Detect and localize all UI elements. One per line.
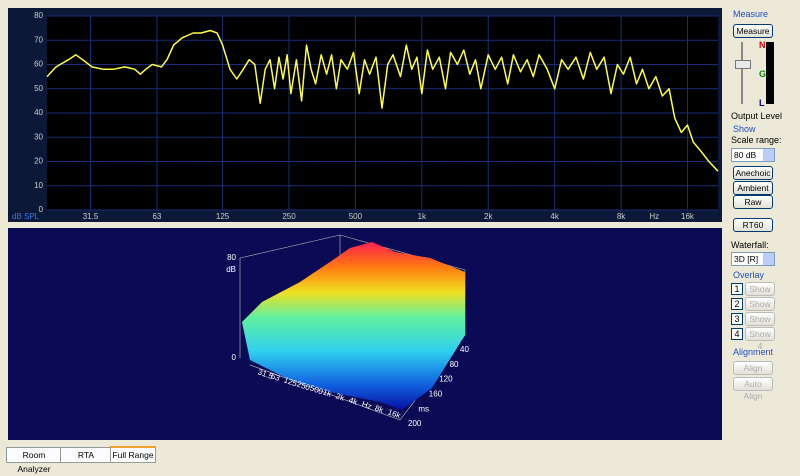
y-tick-label: 60 bbox=[34, 60, 43, 69]
tab-active[interactable]: Full Range bbox=[110, 446, 156, 463]
overlay-show-button[interactable]: Show 2 bbox=[745, 297, 775, 321]
waterfall-select[interactable]: 3D [R] bbox=[731, 252, 775, 266]
group-title: Alignment bbox=[733, 347, 774, 357]
freq-axis-label: 16k bbox=[387, 407, 403, 420]
overlay-show-button[interactable]: Show 1 bbox=[745, 282, 775, 306]
y-tick-label: 50 bbox=[34, 84, 43, 93]
freq-axis-label: 500 bbox=[309, 383, 325, 396]
overlay-number[interactable]: 3 bbox=[731, 313, 743, 325]
overlay-show-button[interactable]: Show 3 bbox=[745, 312, 775, 336]
ambient-button[interactable]: Ambient bbox=[733, 181, 773, 195]
overlay-number[interactable]: 4 bbox=[731, 328, 743, 340]
response-line bbox=[46, 29, 719, 172]
freq-axis-label: 8k bbox=[374, 403, 386, 415]
x-axis-label: Hz bbox=[649, 212, 659, 221]
time-axis-label: 80 bbox=[450, 360, 459, 369]
x-tick-label: 8k bbox=[617, 212, 626, 221]
time-axis-label: 120 bbox=[439, 375, 453, 384]
x-tick-label: 16k bbox=[681, 212, 695, 221]
freq-axis-label: 63 bbox=[270, 371, 282, 383]
align-delay-button[interactable]: Align Delay bbox=[733, 361, 773, 385]
y-axis-label: dB SPL bbox=[12, 212, 40, 221]
meter-letter: L bbox=[759, 98, 765, 108]
freq-axis-label: 1k bbox=[322, 387, 334, 399]
raw-button[interactable]: Raw bbox=[733, 195, 773, 209]
y-tick-label: 70 bbox=[34, 35, 43, 44]
slider-track bbox=[741, 42, 743, 104]
freq-axis-label: Hz bbox=[361, 399, 373, 411]
app-window: 80 dB 0 31.5 63 125 250 500 1k 2k 4k Hz 8k 16k 40 80 120… bbox=[6, 8, 783, 474]
x-tick-label: 125 bbox=[216, 212, 230, 221]
group-title: Show bbox=[733, 124, 756, 134]
y-tick-label: 80 bbox=[34, 11, 43, 20]
anechoic-button[interactable]: Anechoic bbox=[733, 166, 773, 180]
output-level-label: Output Level bbox=[731, 111, 783, 121]
y-tick-label: 30 bbox=[34, 132, 43, 141]
time-axis-label: ms bbox=[418, 404, 429, 413]
group-title: Overlay bbox=[733, 270, 765, 280]
freq-axis-label: 125 bbox=[283, 375, 299, 388]
meter-letter: G bbox=[759, 69, 767, 79]
z-axis-label: 80 bbox=[227, 253, 236, 262]
y-tick-label: 40 bbox=[34, 108, 43, 117]
level-slider[interactable] bbox=[735, 60, 751, 69]
x-tick-label: 1k bbox=[418, 212, 427, 221]
freq-axis-label: 2k bbox=[335, 391, 347, 403]
time-axis-label: 40 bbox=[460, 345, 469, 354]
scale-select[interactable]: 80 dB bbox=[731, 148, 775, 162]
freq-axis bbox=[249, 364, 401, 421]
x-tick-label: 4k bbox=[550, 212, 559, 221]
waterfall-label: Waterfall: bbox=[731, 240, 769, 250]
z-axis-label: dB bbox=[226, 265, 236, 274]
x-tick-label: 31.5 bbox=[83, 212, 99, 221]
overlay-show-button[interactable]: Show 4 bbox=[745, 327, 775, 351]
y-tick-label: 0 bbox=[39, 205, 44, 214]
tab[interactable]: Room Analyzer bbox=[6, 447, 62, 474]
auto-align-button[interactable]: Auto Align bbox=[733, 377, 773, 401]
time-axis-label: 160 bbox=[429, 390, 443, 399]
z-axis-label: 0 bbox=[232, 353, 237, 362]
x-tick-label: 250 bbox=[282, 212, 296, 221]
meter-letter: N bbox=[759, 40, 766, 50]
overlay-number[interactable]: 1 bbox=[731, 283, 743, 295]
overlay-number[interactable]: 2 bbox=[731, 298, 743, 310]
y-tick-label: 10 bbox=[34, 181, 43, 190]
x-tick-label: 2k bbox=[484, 212, 493, 221]
measure-button[interactable]: Measure bbox=[733, 24, 773, 38]
tab[interactable]: RTA bbox=[60, 447, 112, 463]
x-tick-label: 63 bbox=[152, 212, 161, 221]
box-edge bbox=[239, 234, 341, 259]
freq-axis-label: 4k bbox=[348, 395, 360, 407]
time-axis-label: 200 bbox=[408, 419, 422, 428]
level-meter bbox=[766, 42, 774, 104]
y-tick-label: 20 bbox=[34, 157, 43, 166]
group-title: Measure bbox=[733, 9, 769, 19]
freq-axis-label: 250 bbox=[296, 379, 312, 392]
waterfall-surface bbox=[242, 242, 465, 410]
scale-label: Scale range: bbox=[731, 135, 782, 145]
rt60-button[interactable]: RT60 bbox=[733, 218, 773, 232]
x-tick-label: 500 bbox=[349, 212, 363, 221]
